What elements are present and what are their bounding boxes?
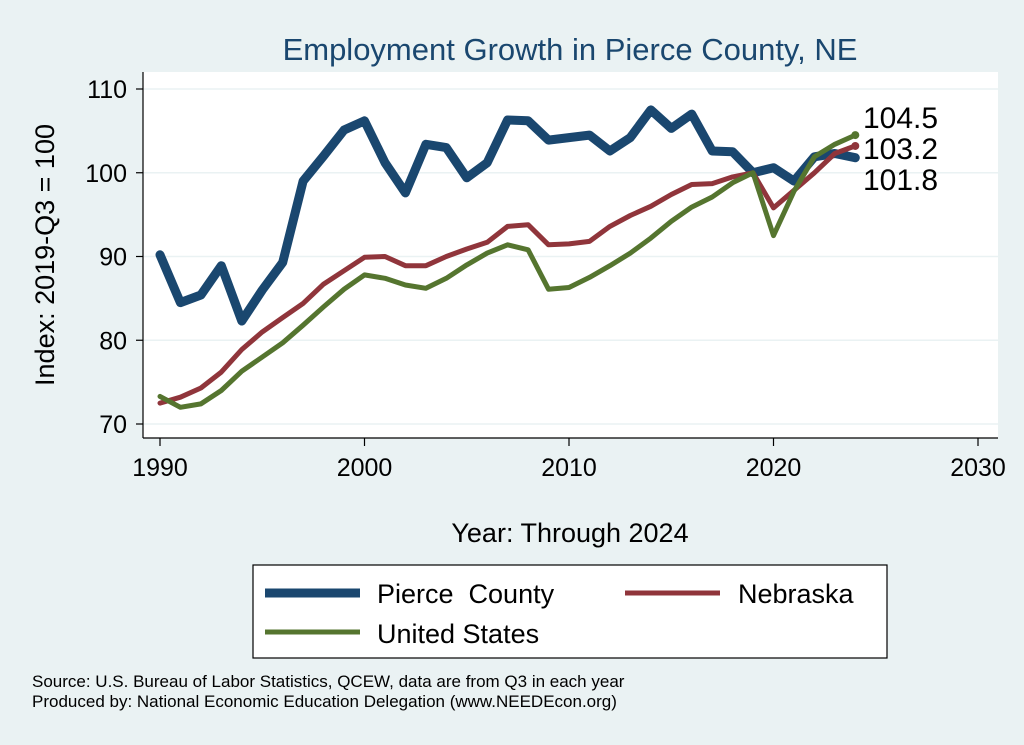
footer: Source: U.S. Bureau of Labor Statistics,… <box>32 672 624 712</box>
y-ticks: 70 80 90 100 110 <box>85 76 143 439</box>
axes <box>142 72 998 439</box>
y-axis-label: Index: 2019-Q3 = 100 <box>30 124 60 386</box>
legend-label-pierce-county: Pierce County <box>377 579 555 609</box>
end-label-pierce-county: 101.8 <box>863 164 938 197</box>
legend-label-nebraska: Nebraska <box>738 579 855 609</box>
y-tick-label-70: 70 <box>99 411 127 439</box>
end-label-nebraska: 103.2 <box>863 133 938 166</box>
series-lines <box>155 105 860 410</box>
producer-note: Produced by: National Economic Education… <box>32 692 617 711</box>
end-point-united-states <box>851 131 860 140</box>
legend-box <box>252 564 888 659</box>
x-tick-label-2000: 2000 <box>337 454 393 482</box>
legend-label-united-states: United States <box>377 619 539 649</box>
source-note: Source: U.S. Bureau of Labor Statistics,… <box>32 672 625 691</box>
end-point-pierce-county <box>851 153 860 162</box>
x-tick-label-2010: 2010 <box>541 454 597 482</box>
chart-title: Employment Growth in Pierce County, NE <box>283 32 858 67</box>
y-tick-label-100: 100 <box>85 160 127 188</box>
end-point-nebraska <box>851 141 860 150</box>
x-tick-label-1990: 1990 <box>132 454 188 482</box>
x-tick-label-2020: 2020 <box>746 454 802 482</box>
y-tick-label-110: 110 <box>87 76 127 104</box>
series-line-pierce-county <box>155 105 860 326</box>
y-tick-label-90: 90 <box>99 244 127 272</box>
end-label-united-states: 104.5 <box>863 102 938 135</box>
y-tick-label-80: 80 <box>99 327 127 355</box>
legend: Pierce County Nebraska United States <box>252 564 888 659</box>
x-tick-label-2030: 2030 <box>950 454 1006 482</box>
x-axis-label: Year: Through 2024 <box>451 518 688 548</box>
x-ticks: 1990 2000 2010 2020 2030 <box>132 438 1006 482</box>
series-line-united-states <box>157 132 858 410</box>
series-line-nebraska <box>157 143 858 406</box>
